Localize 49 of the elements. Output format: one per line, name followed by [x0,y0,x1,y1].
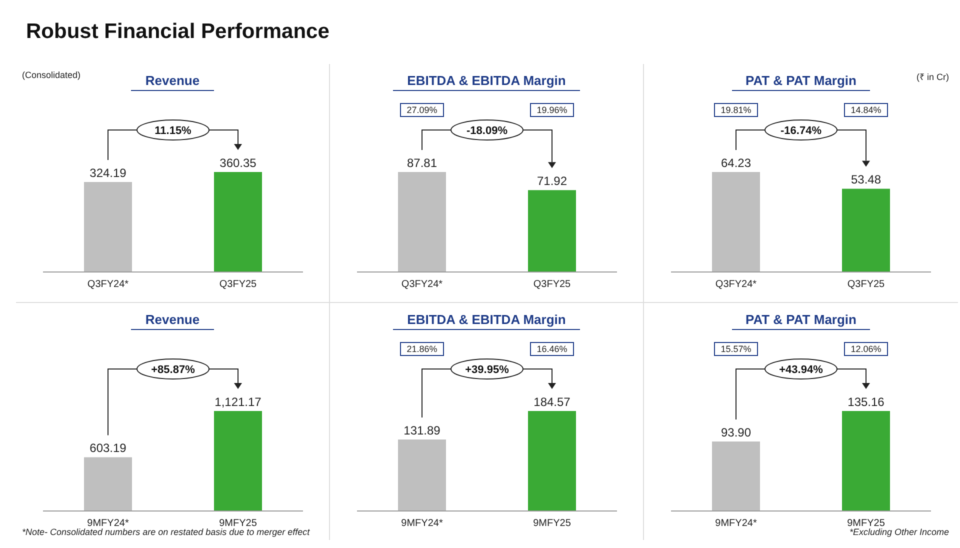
text: +85.87% [151,364,196,376]
x-tick-label: Q3FY24* [401,279,443,290]
x-tick-label: 9MFY25 [219,518,258,530]
data-label: 53.48 [850,172,882,187]
chart-title: PAT & PAT Margin [732,73,870,91]
chart-title: Revenue [131,312,214,330]
data-label: 131.89 [404,424,441,438]
x-tick-label: 9MFY24* [87,518,129,530]
data-label: 87.81 [406,156,438,170]
x-tick-label: Q3FY24* [715,279,757,290]
text: +43.94% [779,364,824,376]
text: -16.74% [780,125,822,137]
x-tick-label: Q3FY25 [847,279,886,290]
text: -18.09% [466,125,508,137]
x-tick-label: 9MFY25 [847,518,886,530]
chart-title: PAT & PAT Margin [732,312,870,330]
chart-title: EBITDA & EBITDA Margin [393,312,580,330]
text: *Note- Consolidated numbers are on restated basis due to merger effect [22,527,310,537]
text: Robust Financial Performance [26,20,330,44]
text: 27.09% [400,103,444,117]
data-label: 135.16 [848,395,885,409]
data-label: 603.19 [90,441,127,456]
text: 21.86% [400,342,444,356]
x-tick-label: Q3FY25 [219,279,258,290]
chart-title: Revenue [131,73,214,91]
text: (Consolidated) [22,70,81,80]
text: 15.57% [714,342,758,356]
text: +39.95% [465,364,510,376]
x-tick-label: 9MFY24* [401,518,443,530]
data-label: 360.35 [220,156,257,170]
x-tick-label: Q3FY25 [533,279,572,290]
data-label: 184.57 [534,395,571,409]
text: 12.06% [844,342,888,356]
x-tick-label: 9MFY25 [533,518,572,530]
text: *Excluding Other Income [849,527,949,537]
text: 11.15% [154,125,192,137]
text: 19.96% [530,103,574,117]
text: 16.46% [530,342,574,356]
x-tick-label: 9MFY24* [715,518,757,530]
text: 14.84% [844,103,888,117]
data-label: 1,121.17 [214,395,262,409]
data-label: 64.23 [720,156,752,170]
data-label: 71.92 [536,174,568,188]
text: 19.81% [714,103,758,117]
data-label: 93.90 [720,426,752,440]
x-tick-label: Q3FY24* [87,279,129,290]
text: (₹ in Cr) [916,71,949,83]
chart-title: EBITDA & EBITDA Margin [393,73,580,91]
data-label: 324.19 [90,166,127,180]
